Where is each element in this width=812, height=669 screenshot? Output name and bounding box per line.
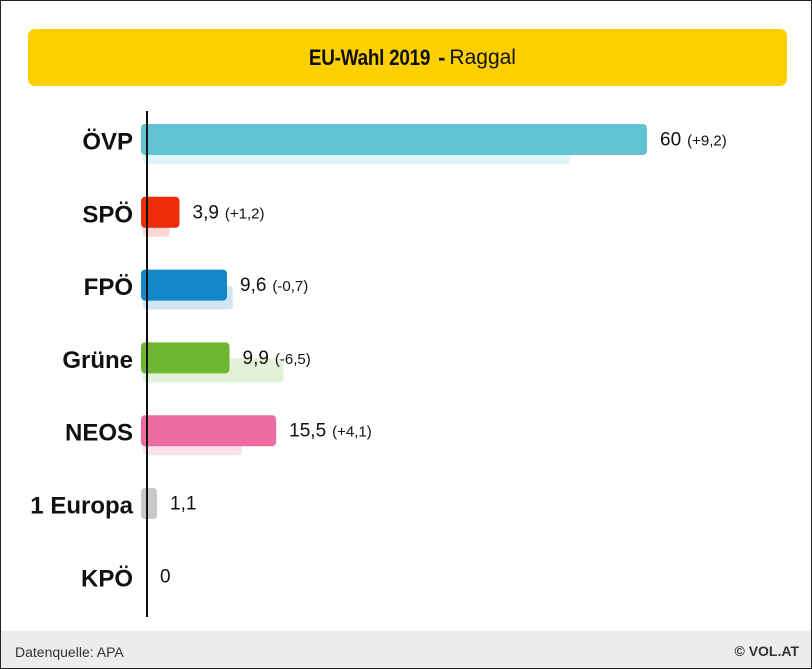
chart-title: EU-Wahl 2019 xyxy=(308,44,431,70)
value-label-4: 15,5 (+4,1) xyxy=(289,421,372,442)
brand-logo: © VOL.AT xyxy=(734,643,800,659)
bar-3 xyxy=(141,342,230,374)
value-text-1: 3,9 xyxy=(193,202,219,223)
change-label-1: (+1,2) xyxy=(225,205,265,222)
change-label-3: (-6,5) xyxy=(275,351,311,368)
change-label-0: (+9,2) xyxy=(687,133,727,150)
value-text-6: 0 xyxy=(160,566,171,587)
value-label-2: 9,6 (-0,7) xyxy=(240,275,308,296)
value-label-5: 1,1 xyxy=(170,494,196,515)
change-label-4: (+4,1) xyxy=(332,424,372,441)
value-text-4: 15,5 xyxy=(289,421,326,442)
category-label-0: ÖVP xyxy=(82,129,133,156)
category-label-2: FPÖ xyxy=(84,274,133,301)
value-text-3: 9,9 xyxy=(243,348,269,369)
data-source: Datenquelle: APA xyxy=(15,644,124,660)
category-label-5: 1 Europa xyxy=(30,493,133,520)
footer: Datenquelle: APA © VOL.AT xyxy=(1,631,811,668)
title-banner: EU-Wahl 2019 - Raggal xyxy=(28,29,787,86)
value-text-0: 60 xyxy=(660,130,681,151)
category-label-3: Grüne xyxy=(62,347,133,374)
value-label-0: 60 (+9,2) xyxy=(660,130,727,151)
value-text-5: 1,1 xyxy=(170,494,196,515)
category-label-1: SPÖ xyxy=(82,201,133,228)
category-label-4: NEOS xyxy=(65,420,133,447)
value-text-2: 9,6 xyxy=(240,275,266,296)
value-label-3: 9,9 (-6,5) xyxy=(243,348,311,369)
change-label-2: (-0,7) xyxy=(272,278,308,295)
bar-2 xyxy=(141,269,227,301)
title-separator: - xyxy=(438,44,446,70)
chart-subtitle: Raggal xyxy=(449,45,516,69)
bar-4 xyxy=(141,415,277,447)
bar-0 xyxy=(141,124,647,155)
category-label-6: KPÖ xyxy=(81,565,133,592)
value-label-6: 0 xyxy=(160,566,171,587)
bar-1 xyxy=(141,196,180,228)
bar-chart: ÖVP 60 (+9,2) SPÖ 3,9 (+1,2) FPÖ 9,6 (-0,7) Grüne… xyxy=(30,111,727,617)
bar-5 xyxy=(141,488,157,519)
value-label-1: 3,9 (+1,2) xyxy=(193,202,265,223)
